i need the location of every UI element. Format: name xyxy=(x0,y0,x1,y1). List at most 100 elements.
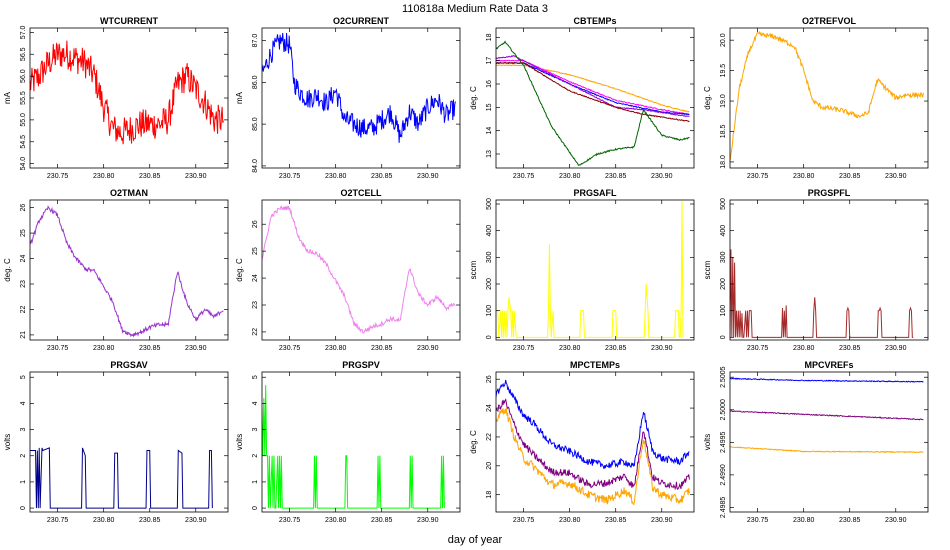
panel-title-mpcvrefs: MPCVREFs xyxy=(804,360,853,370)
y-tick-label: 500 xyxy=(720,198,727,210)
y-tick-label: 22 xyxy=(252,328,259,336)
x-tick-label: 230.90 xyxy=(185,173,207,180)
series-line-cb3 xyxy=(496,61,690,116)
panel-title-o2current: O2CURRENT xyxy=(333,16,390,26)
panel-o2tcell: O2TCELL deg. C 230.75 230.80 230.85 230.90 22 2… xyxy=(235,188,461,352)
y-tick-label: 14 xyxy=(486,127,493,135)
y-tick-label: 5 xyxy=(252,375,259,379)
y-tick-label: 20.0 xyxy=(720,33,727,47)
y-tick-label: 18.5 xyxy=(720,125,727,139)
y-tick-label: 1 xyxy=(20,480,27,484)
series-line-vref3 xyxy=(730,446,924,454)
series-line-mpc1 xyxy=(496,379,690,469)
series-line-o2tcell xyxy=(262,205,456,334)
plot-frame-prgspfl xyxy=(729,199,929,341)
plot-frame-o2tman xyxy=(29,199,229,341)
panel-title-o2tcell: O2TCELL xyxy=(340,188,382,198)
x-tick-label: 230.85 xyxy=(371,517,393,524)
plot-frame-o2tcell xyxy=(261,199,461,341)
x-tick-label: 230.80 xyxy=(325,345,347,352)
y-tick-label: 18 xyxy=(486,33,493,41)
x-tick-label: 230.75 xyxy=(513,345,535,352)
y-tick-label: 3 xyxy=(252,428,259,432)
y-tick-label: 100 xyxy=(486,305,493,317)
y-tick-label: 16 xyxy=(486,80,493,88)
y-tick-label: 18.0 xyxy=(720,155,727,169)
figure-xlabel: day of year xyxy=(448,534,503,546)
y-tick-label: 86.0 xyxy=(252,75,259,89)
x-tick-label: 230.90 xyxy=(885,517,907,524)
x-tick-label: 230.75 xyxy=(279,173,301,180)
series-line-prgspfl xyxy=(730,249,914,338)
panel-title-prgsafl: PRGSAFL xyxy=(573,188,617,198)
x-tick-label: 230.75 xyxy=(279,345,301,352)
y-tick-label: 23 xyxy=(252,301,259,309)
y-tick-label: 2.4995 xyxy=(720,432,727,454)
plot-frame-mpctemps xyxy=(495,371,695,513)
plot-frame-prgspv xyxy=(261,371,461,513)
panel-wtcurrent: WTCURRENT mA 230.75 230.80 230.85 230.90 54.0 5… xyxy=(3,16,229,180)
panel-title-mpctemps: MPCTEMPs xyxy=(570,360,620,370)
x-tick-label: 230.90 xyxy=(651,173,673,180)
y-tick-label: 21 xyxy=(20,331,27,339)
y-tick-label: 17 xyxy=(486,57,493,65)
series-line-cb1 xyxy=(496,64,690,113)
x-tick-label: 230.90 xyxy=(185,517,207,524)
ylabel-prgsafl: sccm xyxy=(469,260,478,279)
y-tick-label: 2.4990 xyxy=(720,464,727,486)
series-line-cb5 xyxy=(496,62,690,123)
y-tick-label: 2 xyxy=(252,454,259,458)
series-line-vref1 xyxy=(730,377,924,383)
panel-title-prgspfl: PRGSPFL xyxy=(808,188,851,198)
x-tick-label: 230.90 xyxy=(885,345,907,352)
y-tick-label: 22 xyxy=(486,433,493,441)
ylabel-prgspfl: sccm xyxy=(703,260,712,279)
y-tick-label: 2 xyxy=(20,454,27,458)
series-line-wtcurrent xyxy=(30,40,224,145)
x-tick-label: 230.90 xyxy=(185,345,207,352)
x-tick-label: 230.75 xyxy=(47,173,69,180)
y-tick-label: 25 xyxy=(20,229,27,237)
plot-frame-o2trefvol xyxy=(729,27,929,169)
plot-frame-o2current xyxy=(261,27,461,169)
panel-title-wtcurrent: WTCURRENT xyxy=(100,16,158,26)
x-tick-label: 230.80 xyxy=(93,517,115,524)
plot-frame-cbtemps xyxy=(495,27,695,169)
y-tick-label: 2.5005 xyxy=(720,366,727,388)
series-line-o2trefvol xyxy=(730,30,924,161)
series-line-mpc2 xyxy=(496,398,690,491)
y-tick-label: 1 xyxy=(252,480,259,484)
y-tick-label: 2.5000 xyxy=(720,399,727,421)
plot-frame-prgsav xyxy=(29,371,229,513)
ylabel-prgspv: volts xyxy=(235,434,244,450)
x-tick-label: 230.85 xyxy=(371,173,393,180)
panel-title-o2tman: O2TMAN xyxy=(110,188,148,198)
ylabel-prgsav: volts xyxy=(3,434,12,450)
x-tick-label: 230.80 xyxy=(325,517,347,524)
y-tick-label: 84.0 xyxy=(252,159,259,173)
y-tick-label: 200 xyxy=(486,278,493,290)
x-tick-label: 230.75 xyxy=(513,517,535,524)
y-tick-label: 20 xyxy=(486,462,493,470)
panel-mpcvrefs: MPCVREFs volts 230.75 230.80 230.85 230.90 2.4… xyxy=(703,360,929,524)
x-tick-label: 230.90 xyxy=(417,173,439,180)
y-tick-label: 0 xyxy=(252,506,259,510)
y-tick-label: 22 xyxy=(20,305,27,313)
y-tick-label: 5 xyxy=(20,375,27,379)
x-tick-label: 230.80 xyxy=(93,173,115,180)
x-tick-label: 230.85 xyxy=(139,517,161,524)
x-tick-label: 230.85 xyxy=(605,345,627,352)
x-tick-label: 230.80 xyxy=(559,345,581,352)
x-tick-label: 230.85 xyxy=(839,345,861,352)
y-tick-label: 400 xyxy=(720,225,727,237)
y-tick-label: 0 xyxy=(486,335,493,339)
y-tick-label: 0 xyxy=(720,335,727,339)
panel-prgspfl: PRGSPFL sccm 230.75 230.80 230.85 230.90 0 100 2… xyxy=(703,188,929,352)
y-tick-label: 55.5 xyxy=(20,91,27,105)
y-tick-label: 200 xyxy=(720,278,727,290)
figure-title: 110818a Medium Rate Data 3 xyxy=(402,3,548,15)
panel-title-o2trefvol: O2TREFVOL xyxy=(802,16,857,26)
y-tick-label: 3 xyxy=(20,428,27,432)
y-tick-label: 18 xyxy=(486,491,493,499)
